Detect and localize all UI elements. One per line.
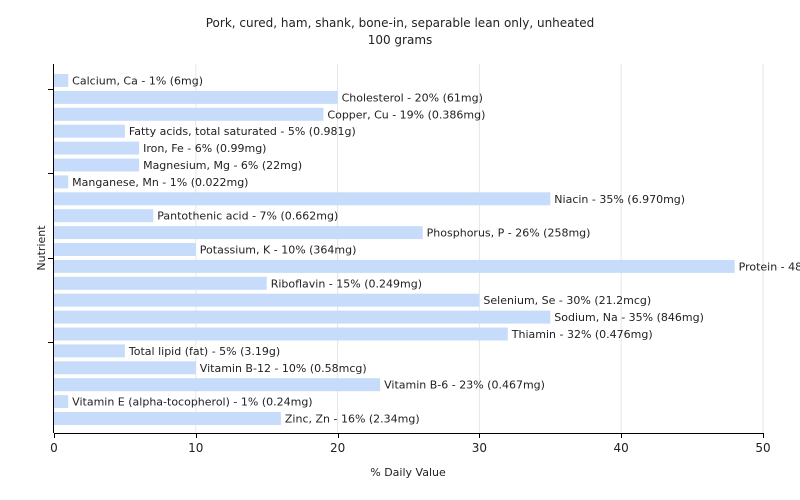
- chart-subtitle: 100 grams: [368, 33, 433, 47]
- bar: [54, 175, 69, 189]
- bar-label: Sodium, Na - 35% (846mg): [554, 311, 704, 324]
- bar: [54, 243, 196, 256]
- bar-label: Fatty acids, total saturated - 5% (0.981…: [129, 125, 356, 138]
- bar-label: Selenium, Se - 30% (21.2mcg): [483, 294, 651, 307]
- bar-label: Zinc, Zn - 16% (2.34mg): [285, 413, 420, 426]
- bar: [54, 124, 125, 138]
- bar: [54, 310, 551, 324]
- bar-label: Potassium, K - 10% (364mg): [200, 244, 357, 257]
- bar: [54, 74, 69, 87]
- axes: 0 10 20 30 40 50: [48, 64, 771, 455]
- x-tick-label: 40: [614, 441, 629, 455]
- bar: [54, 361, 196, 375]
- x-tick-label: 50: [755, 441, 770, 455]
- bar-label: Thiamin - 32% (0.476mg): [511, 328, 653, 341]
- y-axis-label: Nutrient: [35, 225, 48, 271]
- bar: [54, 395, 69, 409]
- bar-label: Magnesium, Mg - 6% (22mg): [143, 159, 302, 172]
- bar: [54, 327, 508, 341]
- x-axis-label: % Daily Value: [370, 466, 446, 479]
- bar-label: Cholesterol - 20% (61mg): [342, 91, 483, 104]
- bar: [54, 158, 140, 172]
- x-tick-label: 30: [472, 441, 487, 455]
- bar: [54, 259, 735, 273]
- bar: [54, 226, 423, 240]
- bar: [54, 276, 267, 290]
- x-tick-label: 10: [188, 441, 203, 455]
- bar-label: Calcium, Ca - 1% (6mg): [72, 75, 203, 88]
- x-tick-label: 20: [330, 441, 345, 455]
- bar: [54, 209, 154, 223]
- bar: [54, 192, 551, 206]
- chart-title: Pork, cured, ham, shank, bone-in, separa…: [206, 16, 594, 30]
- bar: [54, 378, 381, 392]
- bar-label: Total lipid (fat) - 5% (3.19g): [128, 345, 280, 358]
- bar: [54, 90, 338, 104]
- bar-label: Protein - 48% (23.79g): [739, 260, 800, 273]
- bar-label: Vitamin B-6 - 23% (0.467mg): [384, 379, 545, 392]
- bar-label: Pantothenic acid - 7% (0.662mg): [157, 210, 338, 223]
- bar: [54, 412, 281, 425]
- bar-label: Vitamin B-12 - 10% (0.58mcg): [200, 362, 367, 375]
- bar-label: Niacin - 35% (6.970mg): [554, 193, 685, 206]
- bar-label: Riboflavin - 15% (0.249mg): [271, 277, 422, 290]
- bar-label: Vitamin E (alpha-tocopherol) - 1% (0.24m…: [72, 396, 312, 409]
- bar-label: Iron, Fe - 6% (0.99mg): [143, 142, 266, 155]
- bar-label: Copper, Cu - 19% (0.386mg): [327, 108, 485, 121]
- bar: [54, 141, 140, 155]
- bar: [54, 344, 125, 358]
- bar-label: Phosphorus, P - 26% (258mg): [427, 227, 591, 240]
- bar-label: Manganese, Mn - 1% (0.022mg): [72, 176, 248, 189]
- bar: [54, 293, 480, 307]
- bars: Calcium, Ca - 1% (6mg) Cholesterol - 20% …: [54, 74, 800, 426]
- bar: [54, 107, 324, 121]
- x-tick-label: 0: [50, 441, 58, 455]
